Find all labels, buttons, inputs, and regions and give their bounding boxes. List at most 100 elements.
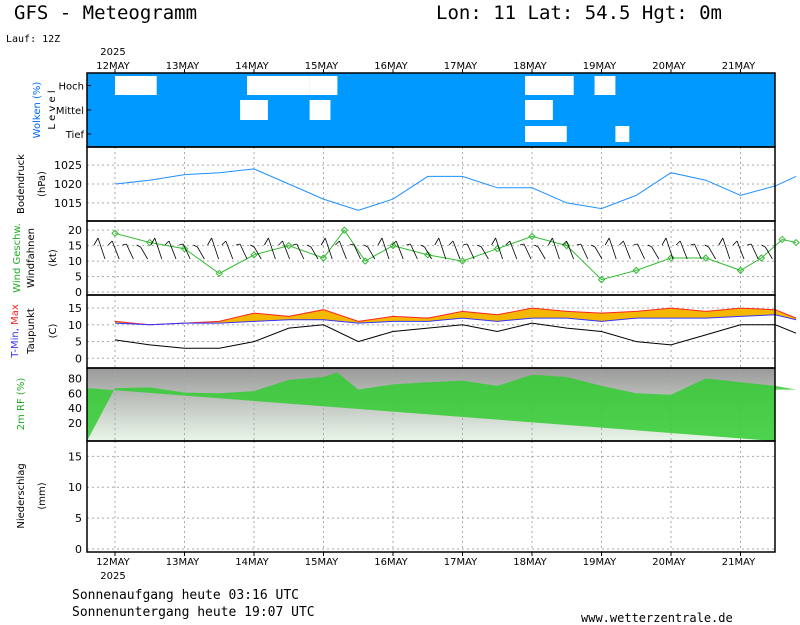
humidity-tick-label: 20	[68, 417, 82, 430]
wind-barb-flag	[505, 240, 511, 246]
wind-barb-flag	[477, 244, 482, 248]
wind-point	[319, 254, 328, 262]
wind-barb	[424, 246, 432, 260]
date-label-top: 15MAY	[305, 61, 339, 72]
tmin-line	[114, 314, 797, 326]
wind-point	[458, 257, 467, 265]
date-label-top: 13MAY	[166, 61, 200, 72]
date-label-bottom: 19MAY	[583, 557, 617, 568]
temp-tick-label: 5	[75, 336, 82, 349]
date-label-bottom: 21MAY	[722, 557, 756, 568]
wind-barb	[111, 240, 120, 260]
temp-ylabel2: Taupunkt	[26, 308, 37, 355]
cloud-clear-patch	[525, 76, 574, 95]
cloud-ylabel-extra: L e v e l	[47, 90, 58, 129]
wind-barb-flag	[320, 237, 326, 246]
wind-barb	[140, 246, 148, 260]
wind-barb-flag	[690, 243, 695, 246]
wind-barb	[310, 246, 319, 260]
wind-ylabel: Wind Geschw.	[12, 223, 23, 293]
cloud-background	[87, 73, 775, 147]
wind-barb	[268, 237, 276, 260]
wind-barb-flag	[207, 237, 212, 246]
wind-barb-flag	[718, 237, 724, 246]
date-label-bottom: 20MAY	[652, 557, 686, 568]
temp-unit: (C)	[48, 324, 59, 339]
wind-barb-flag	[193, 244, 198, 248]
wind-barb	[410, 243, 418, 260]
wind-barb-flag	[732, 240, 738, 246]
wind-barb-flag	[391, 240, 397, 246]
wind-barb-flag	[122, 243, 127, 246]
wind-barb	[651, 246, 660, 260]
wind-barb-flag	[647, 244, 652, 248]
wind-barb	[239, 243, 248, 260]
website-link[interactable]: www.wetterzentrale.de	[581, 611, 733, 625]
panel-border	[86, 294, 776, 369]
pressure-ylabel: Bodendruck	[16, 154, 27, 214]
wind-point	[702, 254, 710, 262]
wind-tick-label: 15	[68, 240, 82, 253]
humidity-ylabel: 2m RF (%)	[16, 378, 27, 431]
wind-barb-flag	[619, 240, 624, 246]
tmin-label: T-Min,	[10, 325, 21, 359]
wind-barb	[253, 246, 262, 260]
wind-barb	[353, 243, 361, 260]
cloud-clear-patch	[115, 76, 157, 95]
wind-barb	[509, 240, 518, 260]
wind-barb-flag	[548, 237, 553, 246]
panel-border	[86, 146, 776, 222]
wind-barb-flag	[335, 240, 340, 246]
wind-barb	[580, 243, 589, 260]
date-label-top: 14MAY	[235, 61, 269, 72]
wind-barb	[552, 237, 560, 260]
pressure-tick-label: 1025	[54, 159, 82, 172]
pressure-tick-label: 1020	[54, 178, 82, 191]
wind-barb	[722, 237, 731, 260]
precip-tick-label: 0	[75, 543, 82, 556]
cloud-level-label: Mittel	[56, 106, 84, 117]
wind-point	[389, 241, 397, 250]
wind-barb	[282, 240, 290, 260]
precip-ylabel: Niederschlag	[16, 463, 27, 528]
wind-barb-flag	[250, 244, 255, 248]
wind-point	[180, 245, 189, 253]
wind-barb	[381, 237, 390, 260]
cloud-level-label: Hoch	[59, 82, 84, 93]
temp-ylabel: T-Min, Max	[10, 304, 21, 359]
wind-barb-flag	[761, 244, 766, 248]
wind-barb-flag	[491, 237, 496, 246]
wind-barb-flag	[377, 237, 383, 246]
wind-barb	[608, 237, 617, 260]
date-label-bottom: 13MAY	[166, 557, 200, 568]
cloud-clear-patch	[309, 100, 331, 120]
year-top: 2025	[100, 47, 125, 58]
pressure-unit: (hPa)	[37, 171, 48, 197]
wind-barb	[197, 246, 205, 260]
wind-barb-flag	[406, 243, 411, 246]
wind-barb-flag	[278, 240, 283, 246]
wind-barb	[566, 240, 574, 260]
wind-barb-flag	[179, 243, 184, 246]
wind-barb	[495, 237, 503, 260]
year-bottom: 2025	[100, 571, 125, 582]
pressure-tick-label: 1015	[54, 197, 82, 210]
wind-barb	[594, 246, 603, 260]
wind-point	[250, 251, 258, 259]
sunset-text: Sonnenuntergang heute 19:07 UTC	[72, 605, 315, 620]
wind-point	[215, 269, 223, 278]
model-run: Lauf: 12Z	[6, 34, 61, 45]
wind-barb	[324, 237, 333, 260]
wind-barb	[168, 240, 177, 260]
wind-barb-flag	[349, 243, 354, 246]
wind-barb	[296, 243, 305, 260]
wind-barb-flag	[534, 244, 539, 248]
wind-barb-flag	[590, 244, 596, 248]
date-label-top: 19MAY	[583, 61, 617, 72]
cloud-clear-patch	[525, 126, 567, 142]
wind-barb-flag	[107, 240, 113, 246]
pressure-line	[114, 168, 797, 211]
wind-tick-label: 20	[68, 224, 82, 237]
cloud-clear-patch	[309, 76, 338, 95]
